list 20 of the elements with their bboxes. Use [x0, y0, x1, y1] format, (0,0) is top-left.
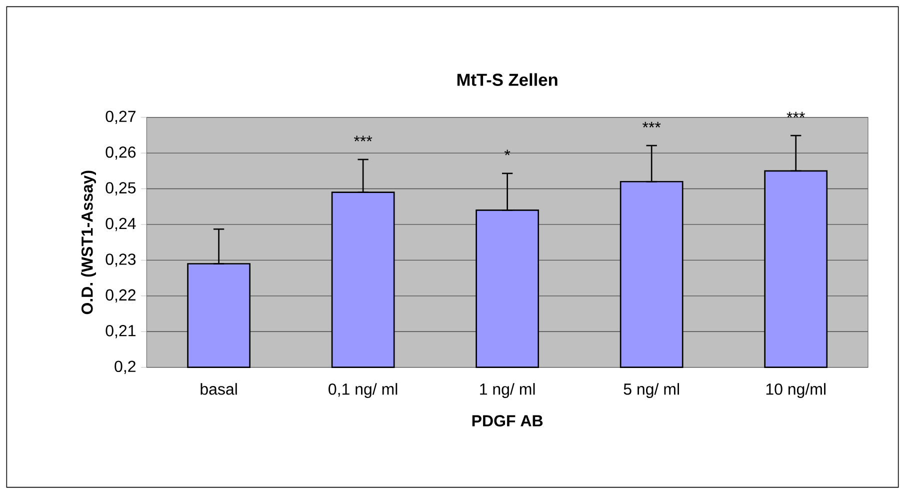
y-tick-label: 0,25 — [106, 182, 136, 196]
annotation: *** — [786, 112, 805, 118]
y-tick-label: 0,21 — [106, 325, 136, 338]
annotation: * — [504, 150, 510, 156]
annotation: *** — [642, 122, 661, 128]
x-tick-label: 10 ng/ml — [766, 383, 826, 398]
x-tick-label: 1 ng/ ml — [480, 383, 535, 398]
y-tick-label: 0,27 — [106, 110, 136, 124]
x-tick-label: 5 ng/ ml — [624, 383, 679, 398]
chart-title: MtT-S Zellen — [457, 73, 558, 86]
y-tick-label: 0,23 — [106, 254, 136, 267]
x-axis-title: PDGF AB — [472, 415, 543, 426]
x-tick-label: basal — [200, 383, 237, 395]
y-tick-label: 0,22 — [106, 289, 136, 303]
x-tick-label: 0,1 ng/ ml — [328, 383, 398, 398]
y-tick-label: 0,2 — [114, 360, 136, 374]
y-tick-label: 0,24 — [106, 218, 136, 232]
y-tick-label: 0,26 — [106, 146, 136, 160]
y-axis-title: O.D. (WST1-Assay) — [81, 170, 96, 314]
annotation: *** — [354, 136, 372, 142]
